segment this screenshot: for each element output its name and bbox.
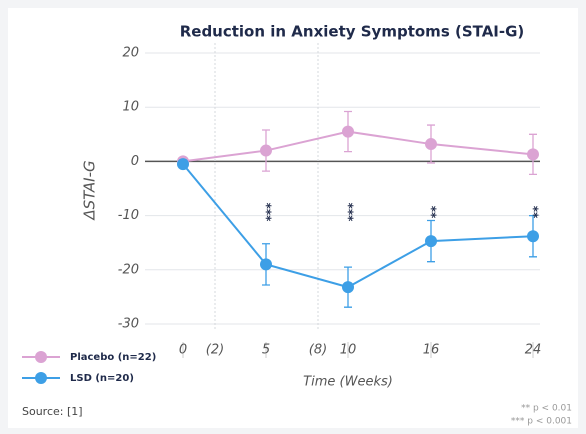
legend-label: Placebo (n=22) (70, 352, 156, 363)
x-tick-label: 24 (525, 343, 542, 358)
chart-title: Reduction in Anxiety Symptoms (STAI-G) (180, 23, 525, 41)
point (260, 258, 272, 271)
x-tick-label: 0 (179, 343, 187, 358)
legend-marker (35, 351, 47, 363)
y-axis-label: ΔSTAI-G (81, 160, 99, 220)
y-tick-label: -10 (118, 208, 139, 223)
legend-marker (35, 372, 47, 384)
x-marker-label: (8) (309, 343, 327, 358)
footnote: *** p < 0.001 (511, 417, 572, 427)
point (527, 230, 539, 243)
significance: *** (342, 203, 356, 223)
x-axis-label: Time (Weeks) (303, 375, 393, 390)
y-tick-label: 20 (122, 46, 139, 61)
y-tick-label: -20 (118, 262, 139, 277)
y-tick-label: -30 (118, 317, 139, 332)
significance: ** (425, 206, 439, 219)
point (425, 138, 437, 151)
y-tick-label: 0 (131, 154, 139, 169)
y-tick-label: 10 (122, 100, 139, 115)
point (342, 125, 354, 138)
card (8, 8, 578, 428)
point (177, 158, 189, 171)
significance: ** (527, 206, 541, 219)
point (527, 148, 539, 161)
point (425, 235, 437, 248)
x-marker-label: (2) (206, 343, 224, 358)
significance: *** (260, 203, 274, 223)
x-tick-label: 10 (340, 343, 357, 358)
x-tick-label: 16 (423, 343, 440, 358)
x-tick-label: 5 (262, 343, 270, 358)
point (342, 281, 354, 294)
source: Source: [1] (22, 405, 83, 418)
legend-label: LSD (n=20) (70, 373, 134, 384)
footnote: ** p < 0.01 (521, 404, 572, 414)
point (260, 144, 272, 157)
